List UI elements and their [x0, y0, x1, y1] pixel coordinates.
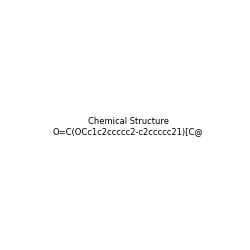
Text: Chemical Structure
O=C(OCc1c2ccccc2-c2ccccc21)[C@: Chemical Structure O=C(OCc1c2ccccc2-c2cc…	[53, 116, 204, 136]
